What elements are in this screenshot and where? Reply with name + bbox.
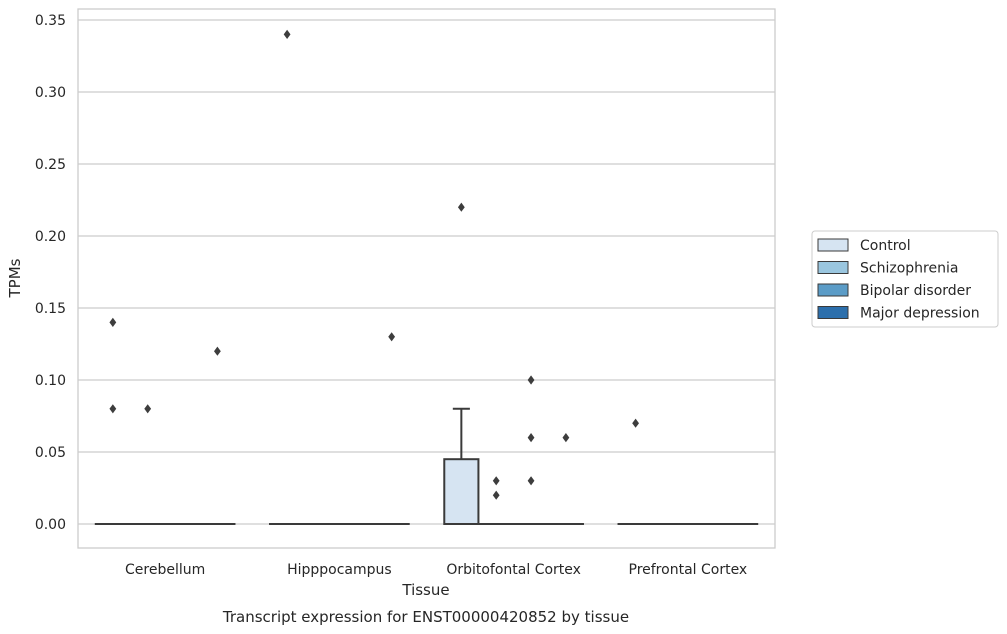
y-axis-title: TPMs [6,258,24,298]
x-tick-label: Cerebellum [125,562,205,578]
x-tick-label: Orbitofontal Cortex [446,562,581,578]
legend-swatch [817,283,849,297]
y-tick-label: 0.05 [35,445,66,461]
outlier-point [527,476,535,486]
y-tick-labels: 0.00 0.05 0.10 0.15 0.20 0.25 0.30 0.35 [35,13,66,533]
outlier-point [632,418,639,428]
box-groups [94,407,759,526]
x-axis-title: Tissue [401,581,449,599]
y-tick-label: 0.10 [35,373,66,389]
legend-label: Schizophrenia [860,261,958,277]
plot-area-frame [77,8,776,549]
outlier-point [492,490,500,500]
y-tick-label: 0.00 [35,517,66,533]
y-tick-label: 0.30 [35,85,66,101]
x-tick-labels: Cerebellum Hipppocampus Orbitofontal Corte… [125,562,747,578]
chart-caption: Transcript expression for ENST0000042085… [222,608,629,626]
x-tick-label: Prefrontal Cortex [629,562,748,578]
legend: Control Schizophrenia Bipolar disorder Majo… [811,230,999,328]
legend-label: Major depression [860,306,980,322]
outlier-point [457,202,465,212]
outlier-point [144,404,152,414]
box-body [443,458,480,526]
outlier-point [283,29,291,39]
legend-frame [811,230,999,328]
outlier-point [527,375,535,385]
outlier-point [109,317,117,327]
outlier-points [109,29,639,500]
box-control [443,407,480,526]
y-tick-label: 0.35 [35,13,66,29]
outlier-point [562,433,570,443]
legend-swatch [817,238,849,252]
outlier-point [527,433,535,443]
y-tick-label: 0.15 [35,301,66,317]
y-tick-label: 0.25 [35,157,66,173]
outlier-point [492,476,500,486]
outlier-point [214,346,221,356]
legend-swatch [817,261,849,274]
outlier-point [388,332,396,342]
legend-label: Control [860,238,911,254]
outlier-point [109,404,117,414]
grid-lines [78,19,775,525]
legend-swatch [817,306,849,319]
y-tick-label: 0.20 [35,229,66,245]
legend-label: Bipolar disorder [860,283,971,299]
x-tick-label: Hipppocampus [287,562,392,578]
